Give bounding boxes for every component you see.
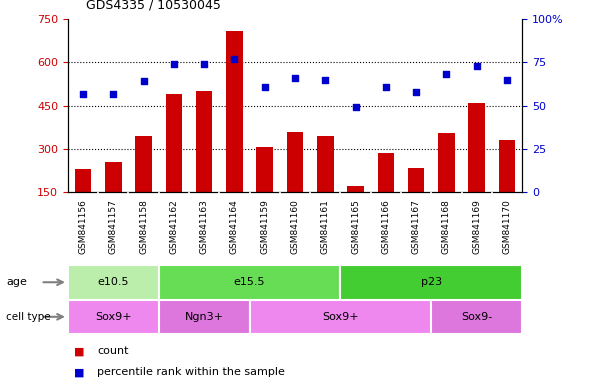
Text: age: age xyxy=(6,277,27,287)
Bar xyxy=(287,131,303,235)
Text: GSM841159: GSM841159 xyxy=(260,199,269,254)
Bar xyxy=(348,186,364,235)
Text: p23: p23 xyxy=(421,277,442,287)
Point xyxy=(411,89,421,95)
Bar xyxy=(378,153,394,235)
Point xyxy=(351,104,360,111)
Bar xyxy=(340,265,522,300)
Text: Sox9+: Sox9+ xyxy=(95,312,132,322)
Point xyxy=(442,71,451,78)
Point xyxy=(78,91,88,97)
Bar xyxy=(196,91,212,235)
Text: GSM841157: GSM841157 xyxy=(109,199,118,254)
Point xyxy=(169,61,179,67)
Text: Sox9+: Sox9+ xyxy=(322,312,359,322)
Text: ■: ■ xyxy=(74,346,84,356)
Bar xyxy=(68,265,159,300)
Text: ■: ■ xyxy=(74,367,84,377)
Bar xyxy=(159,300,250,334)
Text: GSM841156: GSM841156 xyxy=(78,199,87,254)
Bar xyxy=(135,136,152,235)
Text: GSM841169: GSM841169 xyxy=(472,199,481,254)
Text: e10.5: e10.5 xyxy=(97,277,129,287)
Text: GSM841164: GSM841164 xyxy=(230,199,239,254)
Text: GDS4335 / 10530045: GDS4335 / 10530045 xyxy=(86,0,221,12)
Text: GSM841160: GSM841160 xyxy=(290,199,300,254)
Point xyxy=(260,84,270,90)
Point xyxy=(199,61,209,67)
Text: GSM841166: GSM841166 xyxy=(381,199,391,254)
Bar xyxy=(431,300,522,334)
Bar xyxy=(68,300,159,334)
Text: Sox9-: Sox9- xyxy=(461,312,492,322)
Text: GSM841165: GSM841165 xyxy=(351,199,360,254)
Point xyxy=(109,91,118,97)
Bar xyxy=(257,147,273,235)
Point xyxy=(139,78,148,84)
Text: cell type: cell type xyxy=(6,312,51,322)
Bar xyxy=(438,133,455,235)
Text: count: count xyxy=(97,346,129,356)
Text: Ngn3+: Ngn3+ xyxy=(185,312,224,322)
Text: percentile rank within the sample: percentile rank within the sample xyxy=(97,367,285,377)
Point xyxy=(381,84,391,90)
Bar xyxy=(75,169,91,235)
Text: GSM841158: GSM841158 xyxy=(139,199,148,254)
Bar xyxy=(499,140,515,235)
Bar xyxy=(317,136,333,235)
Bar xyxy=(468,103,485,235)
Point xyxy=(472,63,481,69)
Bar xyxy=(166,94,182,235)
Point xyxy=(502,77,512,83)
Bar xyxy=(226,31,242,235)
Point xyxy=(230,56,239,62)
Point xyxy=(290,75,300,81)
Bar xyxy=(250,300,431,334)
Bar xyxy=(159,265,340,300)
Text: GSM841170: GSM841170 xyxy=(503,199,512,254)
Text: GSM841162: GSM841162 xyxy=(169,199,178,254)
Text: e15.5: e15.5 xyxy=(234,277,266,287)
Bar xyxy=(408,167,424,235)
Text: GSM841167: GSM841167 xyxy=(412,199,421,254)
Text: GSM841161: GSM841161 xyxy=(321,199,330,254)
Text: GSM841168: GSM841168 xyxy=(442,199,451,254)
Text: GSM841163: GSM841163 xyxy=(199,199,209,254)
Point xyxy=(320,77,330,83)
Bar xyxy=(105,162,122,235)
